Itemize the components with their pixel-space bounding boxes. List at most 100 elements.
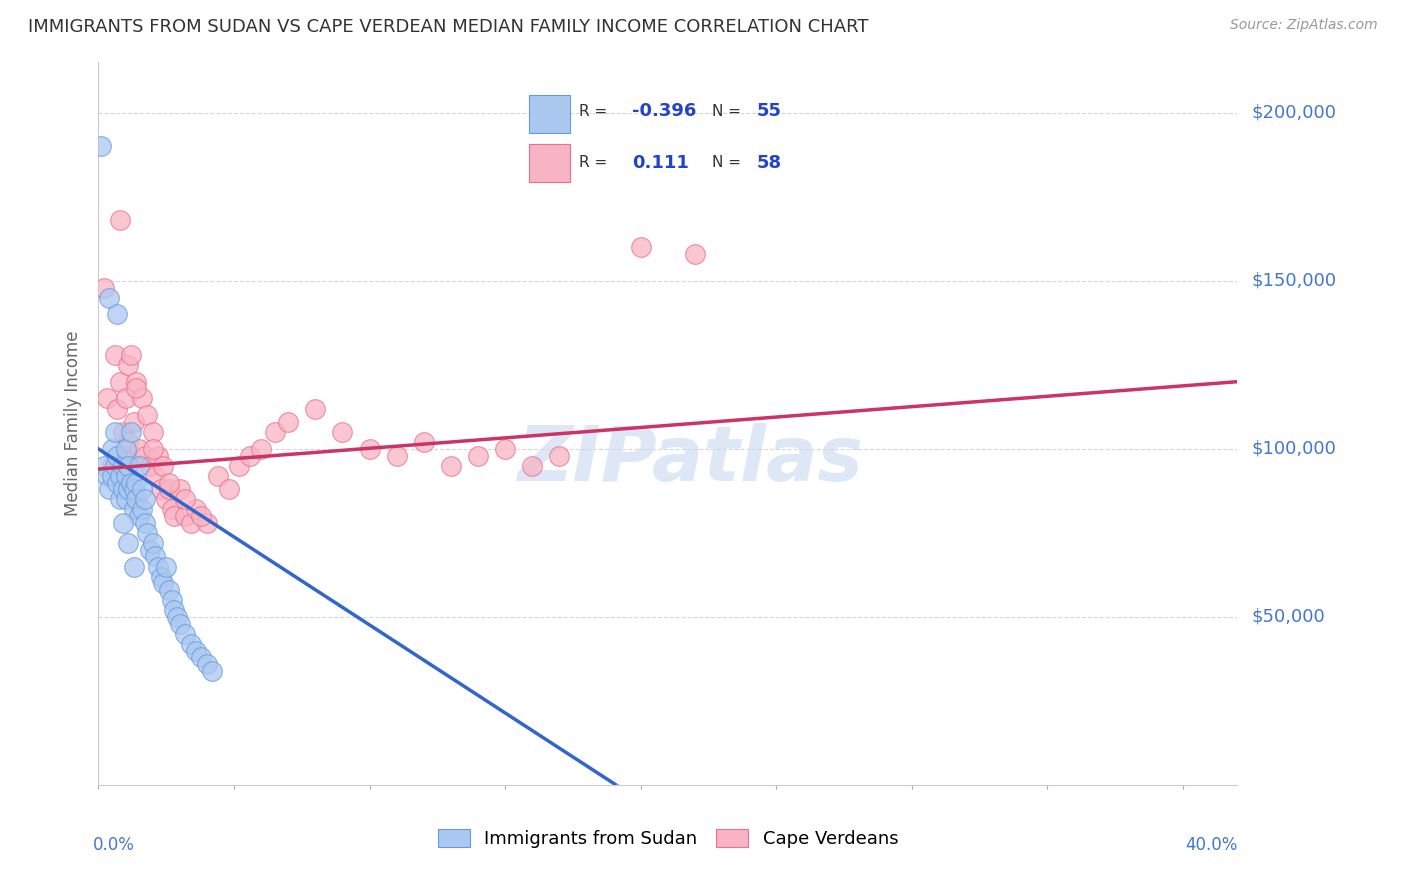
Point xyxy=(117,358,139,372)
Point xyxy=(180,637,202,651)
Point xyxy=(155,559,177,574)
Point xyxy=(412,435,434,450)
Point xyxy=(131,502,153,516)
Point xyxy=(125,492,148,507)
Point xyxy=(120,348,142,362)
Point xyxy=(683,247,706,261)
Point xyxy=(494,442,516,456)
Point xyxy=(134,449,156,463)
Point xyxy=(111,482,134,496)
Point xyxy=(111,458,134,473)
Point xyxy=(125,375,148,389)
Point xyxy=(359,442,381,456)
Point xyxy=(195,516,218,530)
Point xyxy=(157,582,180,597)
Text: $150,000: $150,000 xyxy=(1251,272,1336,290)
Point xyxy=(108,375,131,389)
Point xyxy=(101,442,124,456)
Point xyxy=(169,482,191,496)
Point xyxy=(93,458,115,473)
Point xyxy=(101,468,124,483)
Point xyxy=(139,542,162,557)
Point xyxy=(160,593,183,607)
Point xyxy=(120,425,142,439)
Text: Source: ZipAtlas.com: Source: ZipAtlas.com xyxy=(1230,18,1378,32)
Point xyxy=(98,291,121,305)
Text: IMMIGRANTS FROM SUDAN VS CAPE VERDEAN MEDIAN FAMILY INCOME CORRELATION CHART: IMMIGRANTS FROM SUDAN VS CAPE VERDEAN ME… xyxy=(28,18,869,36)
Point xyxy=(111,425,134,439)
Text: 0.0%: 0.0% xyxy=(93,836,135,854)
Point xyxy=(218,482,240,496)
Point xyxy=(250,442,273,456)
Point xyxy=(149,482,172,496)
Point xyxy=(522,458,544,473)
Point xyxy=(134,492,156,507)
Point xyxy=(228,458,250,473)
Point xyxy=(122,415,145,429)
Point xyxy=(117,458,139,473)
Point xyxy=(96,468,118,483)
Point xyxy=(190,650,212,665)
Point xyxy=(136,525,159,540)
Point xyxy=(174,509,197,524)
Point xyxy=(145,549,167,564)
Point xyxy=(169,616,191,631)
Point xyxy=(145,468,167,483)
Point xyxy=(149,569,172,583)
Legend: Immigrants from Sudan, Cape Verdeans: Immigrants from Sudan, Cape Verdeans xyxy=(430,822,905,855)
Point xyxy=(304,401,326,416)
Point xyxy=(201,664,224,678)
Point xyxy=(136,409,159,423)
Point xyxy=(239,449,262,463)
Point xyxy=(467,449,489,463)
Point xyxy=(207,468,229,483)
Text: $100,000: $100,000 xyxy=(1251,440,1336,458)
Point xyxy=(128,458,150,473)
Point xyxy=(108,468,131,483)
Point xyxy=(263,425,285,439)
Point xyxy=(131,482,153,496)
Point xyxy=(152,458,174,473)
Point xyxy=(160,502,183,516)
Point xyxy=(146,559,169,574)
Point xyxy=(190,509,212,524)
Point xyxy=(157,475,180,490)
Point xyxy=(120,475,142,490)
Point xyxy=(104,458,127,473)
Point xyxy=(111,516,134,530)
Point xyxy=(163,603,186,617)
Point xyxy=(93,280,115,294)
Point xyxy=(332,425,354,439)
Point xyxy=(440,458,463,473)
Point xyxy=(107,401,129,416)
Point xyxy=(117,435,139,450)
Point xyxy=(122,482,145,496)
Point xyxy=(146,449,169,463)
Point xyxy=(142,442,165,456)
Point xyxy=(117,482,139,496)
Point xyxy=(157,482,180,496)
Point xyxy=(548,449,571,463)
Text: $50,000: $50,000 xyxy=(1251,608,1324,626)
Y-axis label: Median Family Income: Median Family Income xyxy=(65,331,83,516)
Point xyxy=(184,502,207,516)
Point xyxy=(125,381,148,395)
Point xyxy=(117,536,139,550)
Point xyxy=(101,458,124,473)
Point xyxy=(128,509,150,524)
Point xyxy=(385,449,408,463)
Point xyxy=(166,610,188,624)
Point xyxy=(104,348,127,362)
Point xyxy=(180,516,202,530)
Point xyxy=(122,502,145,516)
Point xyxy=(104,425,127,439)
Point xyxy=(163,509,186,524)
Point xyxy=(96,392,118,406)
Point xyxy=(277,415,299,429)
Point xyxy=(139,458,162,473)
Point xyxy=(108,492,131,507)
Point xyxy=(142,536,165,550)
Point xyxy=(108,213,131,227)
Point xyxy=(155,492,177,507)
Text: 40.0%: 40.0% xyxy=(1185,836,1237,854)
